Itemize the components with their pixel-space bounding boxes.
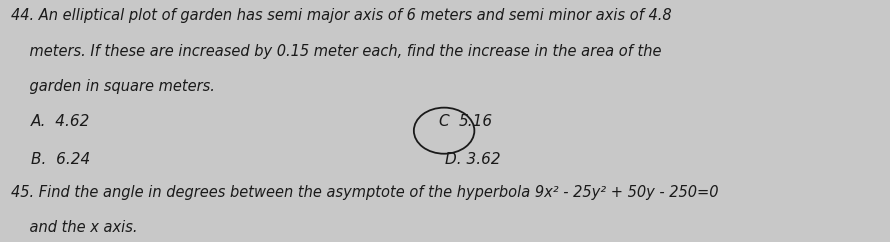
Text: 45. Find the angle in degrees between the asymptote of the hyperbola 9x² - 25y² : 45. Find the angle in degrees between th… xyxy=(11,185,718,200)
Text: and the x axis.: and the x axis. xyxy=(11,220,137,235)
Text: C: C xyxy=(439,114,449,129)
Text: meters. If these are increased by 0.15 meter each, find the increase in the area: meters. If these are increased by 0.15 m… xyxy=(11,44,661,59)
Text: D. 3.62: D. 3.62 xyxy=(445,152,500,167)
Text: B.  6.24: B. 6.24 xyxy=(31,152,91,167)
Text: A.  4.62: A. 4.62 xyxy=(31,114,91,129)
Text: 5.16: 5.16 xyxy=(458,114,492,129)
Text: 44. An elliptical plot of garden has semi major axis of 6 meters and semi minor : 44. An elliptical plot of garden has sem… xyxy=(11,8,671,23)
Text: garden in square meters.: garden in square meters. xyxy=(11,79,214,94)
